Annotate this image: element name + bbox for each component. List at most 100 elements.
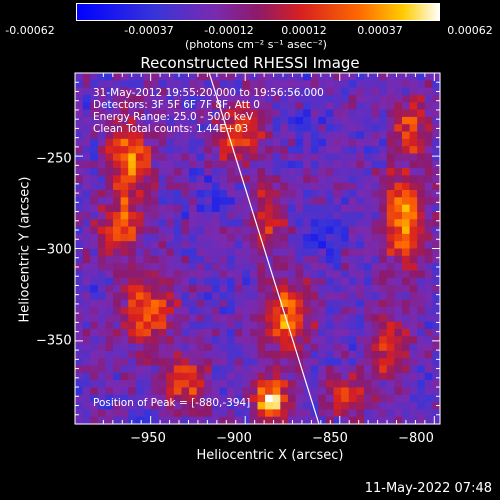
heatmap-cell [234, 160, 243, 169]
heatmap-cell [371, 292, 380, 301]
heatmap-cell [318, 343, 327, 352]
heatmap-cell [303, 307, 312, 315]
heatmap-cell [181, 365, 190, 374]
heatmap-cell [120, 94, 129, 103]
heatmap-cell [120, 226, 129, 235]
heatmap-cell [113, 307, 122, 315]
heatmap-cell [196, 307, 205, 315]
heatmap-cell [348, 328, 357, 337]
heatmap-cell [386, 87, 395, 96]
heatmap-cell [143, 402, 152, 410]
heatmap-cell [204, 328, 213, 337]
heatmap-cell [219, 160, 228, 169]
heatmap-cell [181, 416, 190, 425]
heatmap-cell [386, 328, 395, 337]
heatmap-cell [265, 138, 274, 147]
heatmap-cell [97, 80, 107, 89]
heatmap-cell [82, 255, 91, 264]
heatmap-cell [417, 80, 426, 89]
heatmap-cell [211, 211, 221, 220]
heatmap-cell [295, 124, 304, 133]
heatmap-cell [265, 285, 274, 293]
heatmap-cell [143, 94, 152, 103]
heatmap-cell [432, 146, 441, 155]
heatmap-cell [82, 160, 91, 169]
heatmap-cell [348, 307, 357, 315]
colorbar-tick-label: -0.00012 [204, 24, 254, 37]
heatmap-cell [287, 219, 297, 228]
heatmap-cell [90, 307, 99, 315]
heatmap-cell [75, 146, 84, 155]
heatmap-cell [272, 153, 281, 162]
heatmap-cell [341, 350, 350, 359]
heatmap-cell [204, 350, 213, 359]
heatmap-cell [379, 416, 388, 425]
heatmap-cell [341, 387, 350, 396]
heatmap-cell [356, 314, 365, 323]
heatmap-cell [196, 263, 205, 272]
heatmap-cell [242, 197, 251, 206]
heatmap-cell [227, 263, 236, 272]
heatmap-cell [394, 102, 403, 111]
heatmap-cell [341, 124, 350, 133]
heatmap-cell [75, 416, 84, 425]
heatmap-cell [158, 226, 167, 235]
heatmap-cell [113, 299, 122, 308]
heatmap-cell [280, 197, 289, 206]
heatmap-cell [401, 328, 411, 337]
heatmap-cell [371, 365, 380, 374]
heatmap-cell [310, 409, 319, 418]
heatmap-cell [295, 87, 304, 96]
heatmap-cell [143, 336, 152, 345]
heatmap-cell [303, 87, 312, 96]
heatmap-cell [386, 219, 395, 228]
heatmap-cell [409, 292, 418, 301]
heatmap-cell [227, 321, 236, 330]
heatmap-cell [325, 87, 335, 96]
heatmap-cell [211, 328, 221, 337]
heatmap-cell [196, 358, 205, 367]
heatmap-cell [113, 168, 122, 176]
heatmap-cell [227, 277, 236, 286]
heatmap-cell [227, 168, 236, 176]
heatmap-cell [151, 277, 160, 286]
heatmap-cell [151, 336, 160, 345]
heatmap-cell [204, 153, 213, 162]
heatmap-cell [295, 365, 304, 374]
heatmap-cell [242, 416, 251, 425]
heatmap-cell [204, 394, 213, 403]
heatmap-cell [128, 350, 137, 359]
heatmap-cell [227, 131, 236, 140]
heatmap-cell [424, 190, 433, 198]
heatmap-cell [295, 328, 304, 337]
heatmap-cell [417, 380, 426, 389]
heatmap-cell [348, 190, 357, 198]
heatmap-cell [318, 138, 327, 147]
heatmap-cell [287, 270, 297, 279]
heatmap-cell [128, 372, 137, 381]
heatmap-cell [341, 226, 350, 235]
heatmap-cell [211, 350, 221, 359]
heatmap-cell [120, 277, 129, 286]
heatmap-cell [295, 241, 304, 250]
heatmap-cell [310, 146, 319, 155]
heatmap-cell [401, 87, 411, 96]
heatmap-cell [120, 292, 129, 301]
heatmap-cell [196, 153, 205, 162]
heatmap-cell [257, 168, 266, 176]
heatmap-cell [295, 336, 304, 345]
heatmap-cell [310, 248, 319, 257]
heatmap-cell [386, 233, 395, 242]
heatmap-cell [82, 80, 91, 89]
heatmap-cell [196, 409, 205, 418]
heatmap-cell [341, 153, 350, 162]
heatmap-cell [97, 402, 107, 410]
heatmap-cell [242, 387, 251, 396]
heatmap-cell [219, 73, 228, 81]
heatmap-cell [211, 153, 221, 162]
heatmap-cell [204, 168, 213, 176]
heatmap-cell [379, 365, 388, 374]
heatmap-cell [97, 277, 107, 286]
heatmap-cell [75, 226, 84, 235]
heatmap-cell [196, 387, 205, 396]
